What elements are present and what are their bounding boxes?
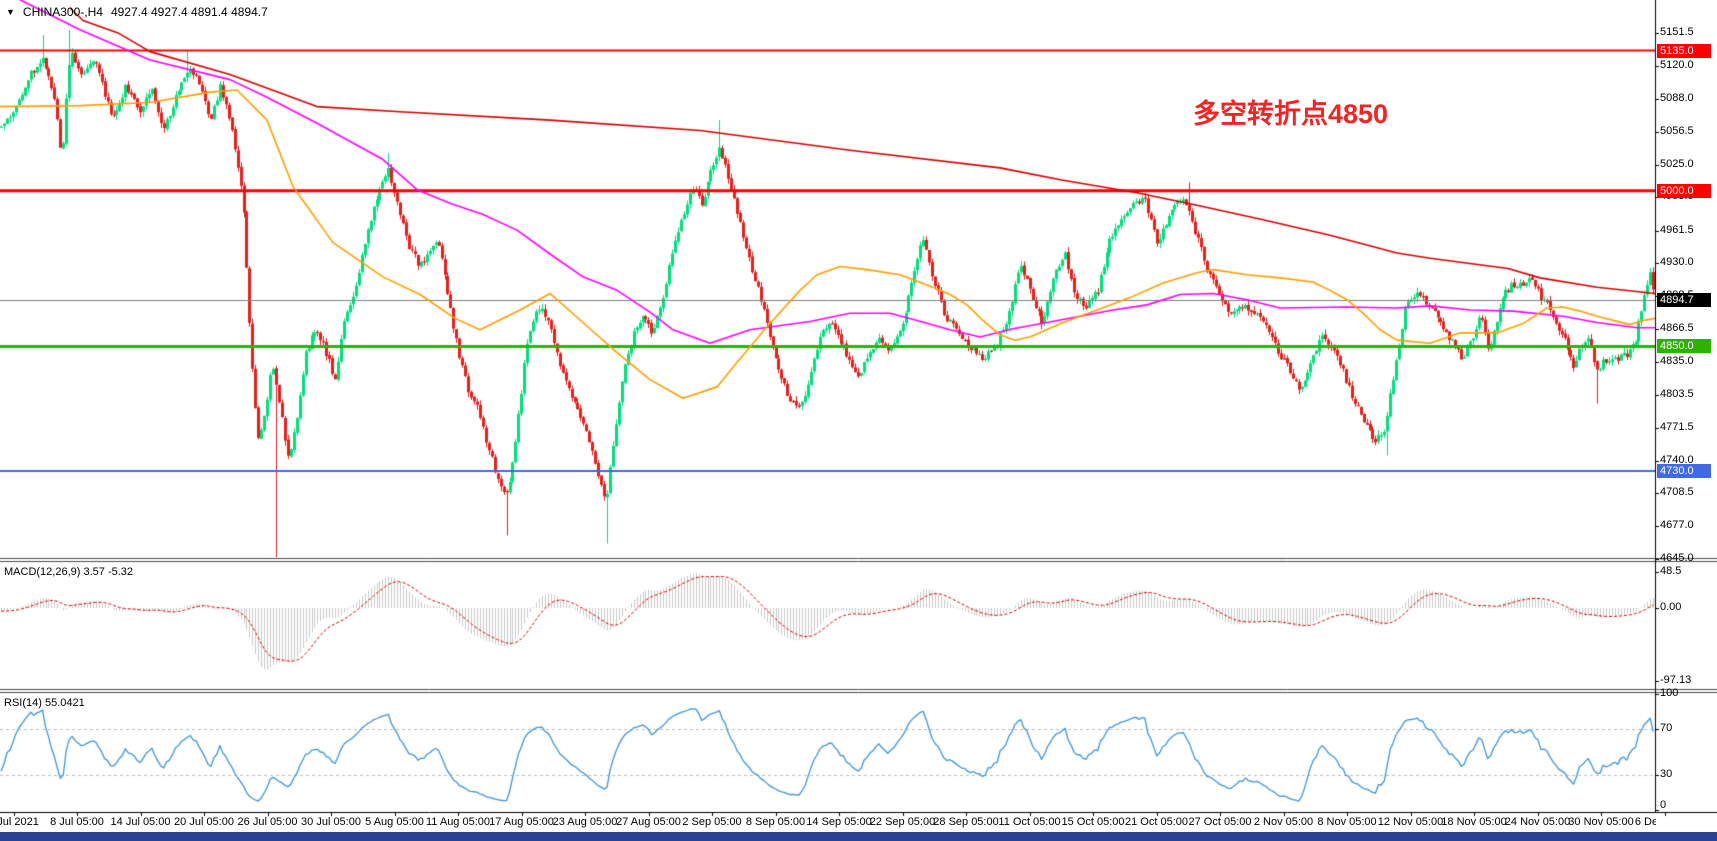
- price-tick-label: 4961.5: [1660, 223, 1694, 236]
- symbol-header: ▼ CHINA300-,H4 4927.4 4927.4 4891.4 4894…: [6, 5, 268, 19]
- time-axis-label: 27 Aug 05:00: [616, 816, 681, 828]
- price-tick-label: 4866.5: [1660, 322, 1694, 335]
- ohlc-quote-values: 4927.4 4927.4 4891.4 4894.7: [110, 5, 268, 19]
- time-axis-label: 8 Sep 05:00: [745, 816, 806, 828]
- time-axis-label: 27 Oct 05:00: [1188, 816, 1252, 828]
- time-axis-label: 8 Nov 05:00: [1317, 816, 1377, 828]
- price-tick-label: 4835.0: [1660, 354, 1694, 367]
- time-axis-label: 8 Jul 05:00: [50, 816, 104, 828]
- price-tick-label: 4677.0: [1660, 518, 1694, 531]
- time-axis-label: 11 Oct 05:00: [998, 816, 1061, 828]
- time-axis-label: 23 Aug 05:00: [552, 816, 618, 828]
- time-axis-label: 30 Nov 05:00: [1568, 816, 1634, 828]
- macd-tick-label: 48.5: [1660, 564, 1682, 577]
- time-axis-label: 2 Nov 05:00: [1253, 816, 1314, 828]
- price-tick-label: 5120.0: [1660, 59, 1694, 72]
- symbol-timeframe-label: CHINA300-,H4: [22, 5, 103, 19]
- rsi-tick-label: 0: [1660, 799, 1667, 811]
- time-axis-label: 14 Sep 05:00: [806, 816, 872, 828]
- time-axis-label: 12 Nov 05:00: [1377, 816, 1444, 828]
- rsi-indicator-label: RSI(14) 55.0421: [4, 697, 85, 709]
- macd-tick-label: -97.13: [1660, 673, 1692, 686]
- rsi-tick-label: 100: [1660, 687, 1679, 699]
- time-axis-label: 11 Aug 05:00: [425, 816, 491, 828]
- chart-text-annotation[interactable]: 多空转折点4850: [1193, 99, 1389, 129]
- time-axis-label: 30 Jul 05:00: [301, 816, 361, 828]
- rsi-value: 55.0421: [44, 697, 85, 709]
- time-axis-label: 20 Jul 05:00: [174, 816, 234, 828]
- resistance-5135-badge[interactable]: 5135.0: [1657, 43, 1711, 58]
- time-axis-label: 15 Oct 05:00: [1061, 816, 1125, 828]
- rsi-tick-label: 70: [1660, 721, 1673, 734]
- chevron-down-icon[interactable]: ▼: [6, 7, 15, 17]
- time-axis-label: 22 Sep 05:00: [869, 816, 936, 828]
- time-axis-label: 24 Nov 05:00: [1504, 816, 1571, 828]
- resistance-5000-badge[interactable]: 5000.0: [1657, 183, 1711, 198]
- price-tick-label: 4771.5: [1660, 420, 1694, 433]
- price-tick-label: 5151.5: [1660, 26, 1694, 39]
- macd-tick-label: 0.00: [1660, 601, 1682, 613]
- pivot-4850-badge[interactable]: 4850.0: [1657, 339, 1711, 354]
- macd-indicator-label: MACD(12,26,9) 3.57 -5.32: [4, 566, 134, 578]
- time-axis-label: 2 Jul 2021: [0, 816, 39, 828]
- time-axis-label: 26 Jul 05:00: [237, 816, 298, 828]
- time-axis-label: 14 Jul 05:00: [110, 816, 171, 828]
- bottom-window-edge: [0, 832, 1717, 841]
- rsi-tick-label: 30: [1660, 768, 1673, 781]
- time-axis-label: 18 Nov 05:00: [1441, 816, 1507, 828]
- price-tick-label: 4740.0: [1660, 453, 1694, 466]
- macd-value: 3.57: [83, 566, 105, 578]
- time-axis-label: 6 Dec 05:00: [1634, 816, 1656, 828]
- time-axis-label: 17 Aug 05:00: [489, 816, 554, 828]
- time-axis-label: 21 Oct 05:00: [1125, 816, 1188, 828]
- price-tick-label: 5088.0: [1660, 92, 1694, 105]
- price-tick-label: 4645.0: [1660, 552, 1694, 565]
- time-axis-label: 28 Sep 05:00: [933, 816, 999, 828]
- support-4730-badge[interactable]: 4730.0: [1657, 463, 1711, 478]
- price-tick-label: 5025.0: [1660, 157, 1694, 170]
- current-price-badge: 4894.7: [1657, 293, 1711, 307]
- time-axis-label: 2 Sep 05:00: [682, 816, 742, 828]
- price-axis-scale[interactable]: 5151.55120.05088.05056.55025.04993.54961…: [1656, 0, 1717, 832]
- price-tick-label: 4930.0: [1660, 256, 1694, 269]
- macd-signal-value: -5.32: [107, 566, 134, 578]
- price-tick-label: 4803.5: [1660, 387, 1694, 400]
- price-tick-label: 4708.5: [1660, 486, 1694, 499]
- time-axis-label: 5 Aug 05:00: [365, 816, 424, 828]
- price-tick-label: 5056.5: [1660, 125, 1694, 138]
